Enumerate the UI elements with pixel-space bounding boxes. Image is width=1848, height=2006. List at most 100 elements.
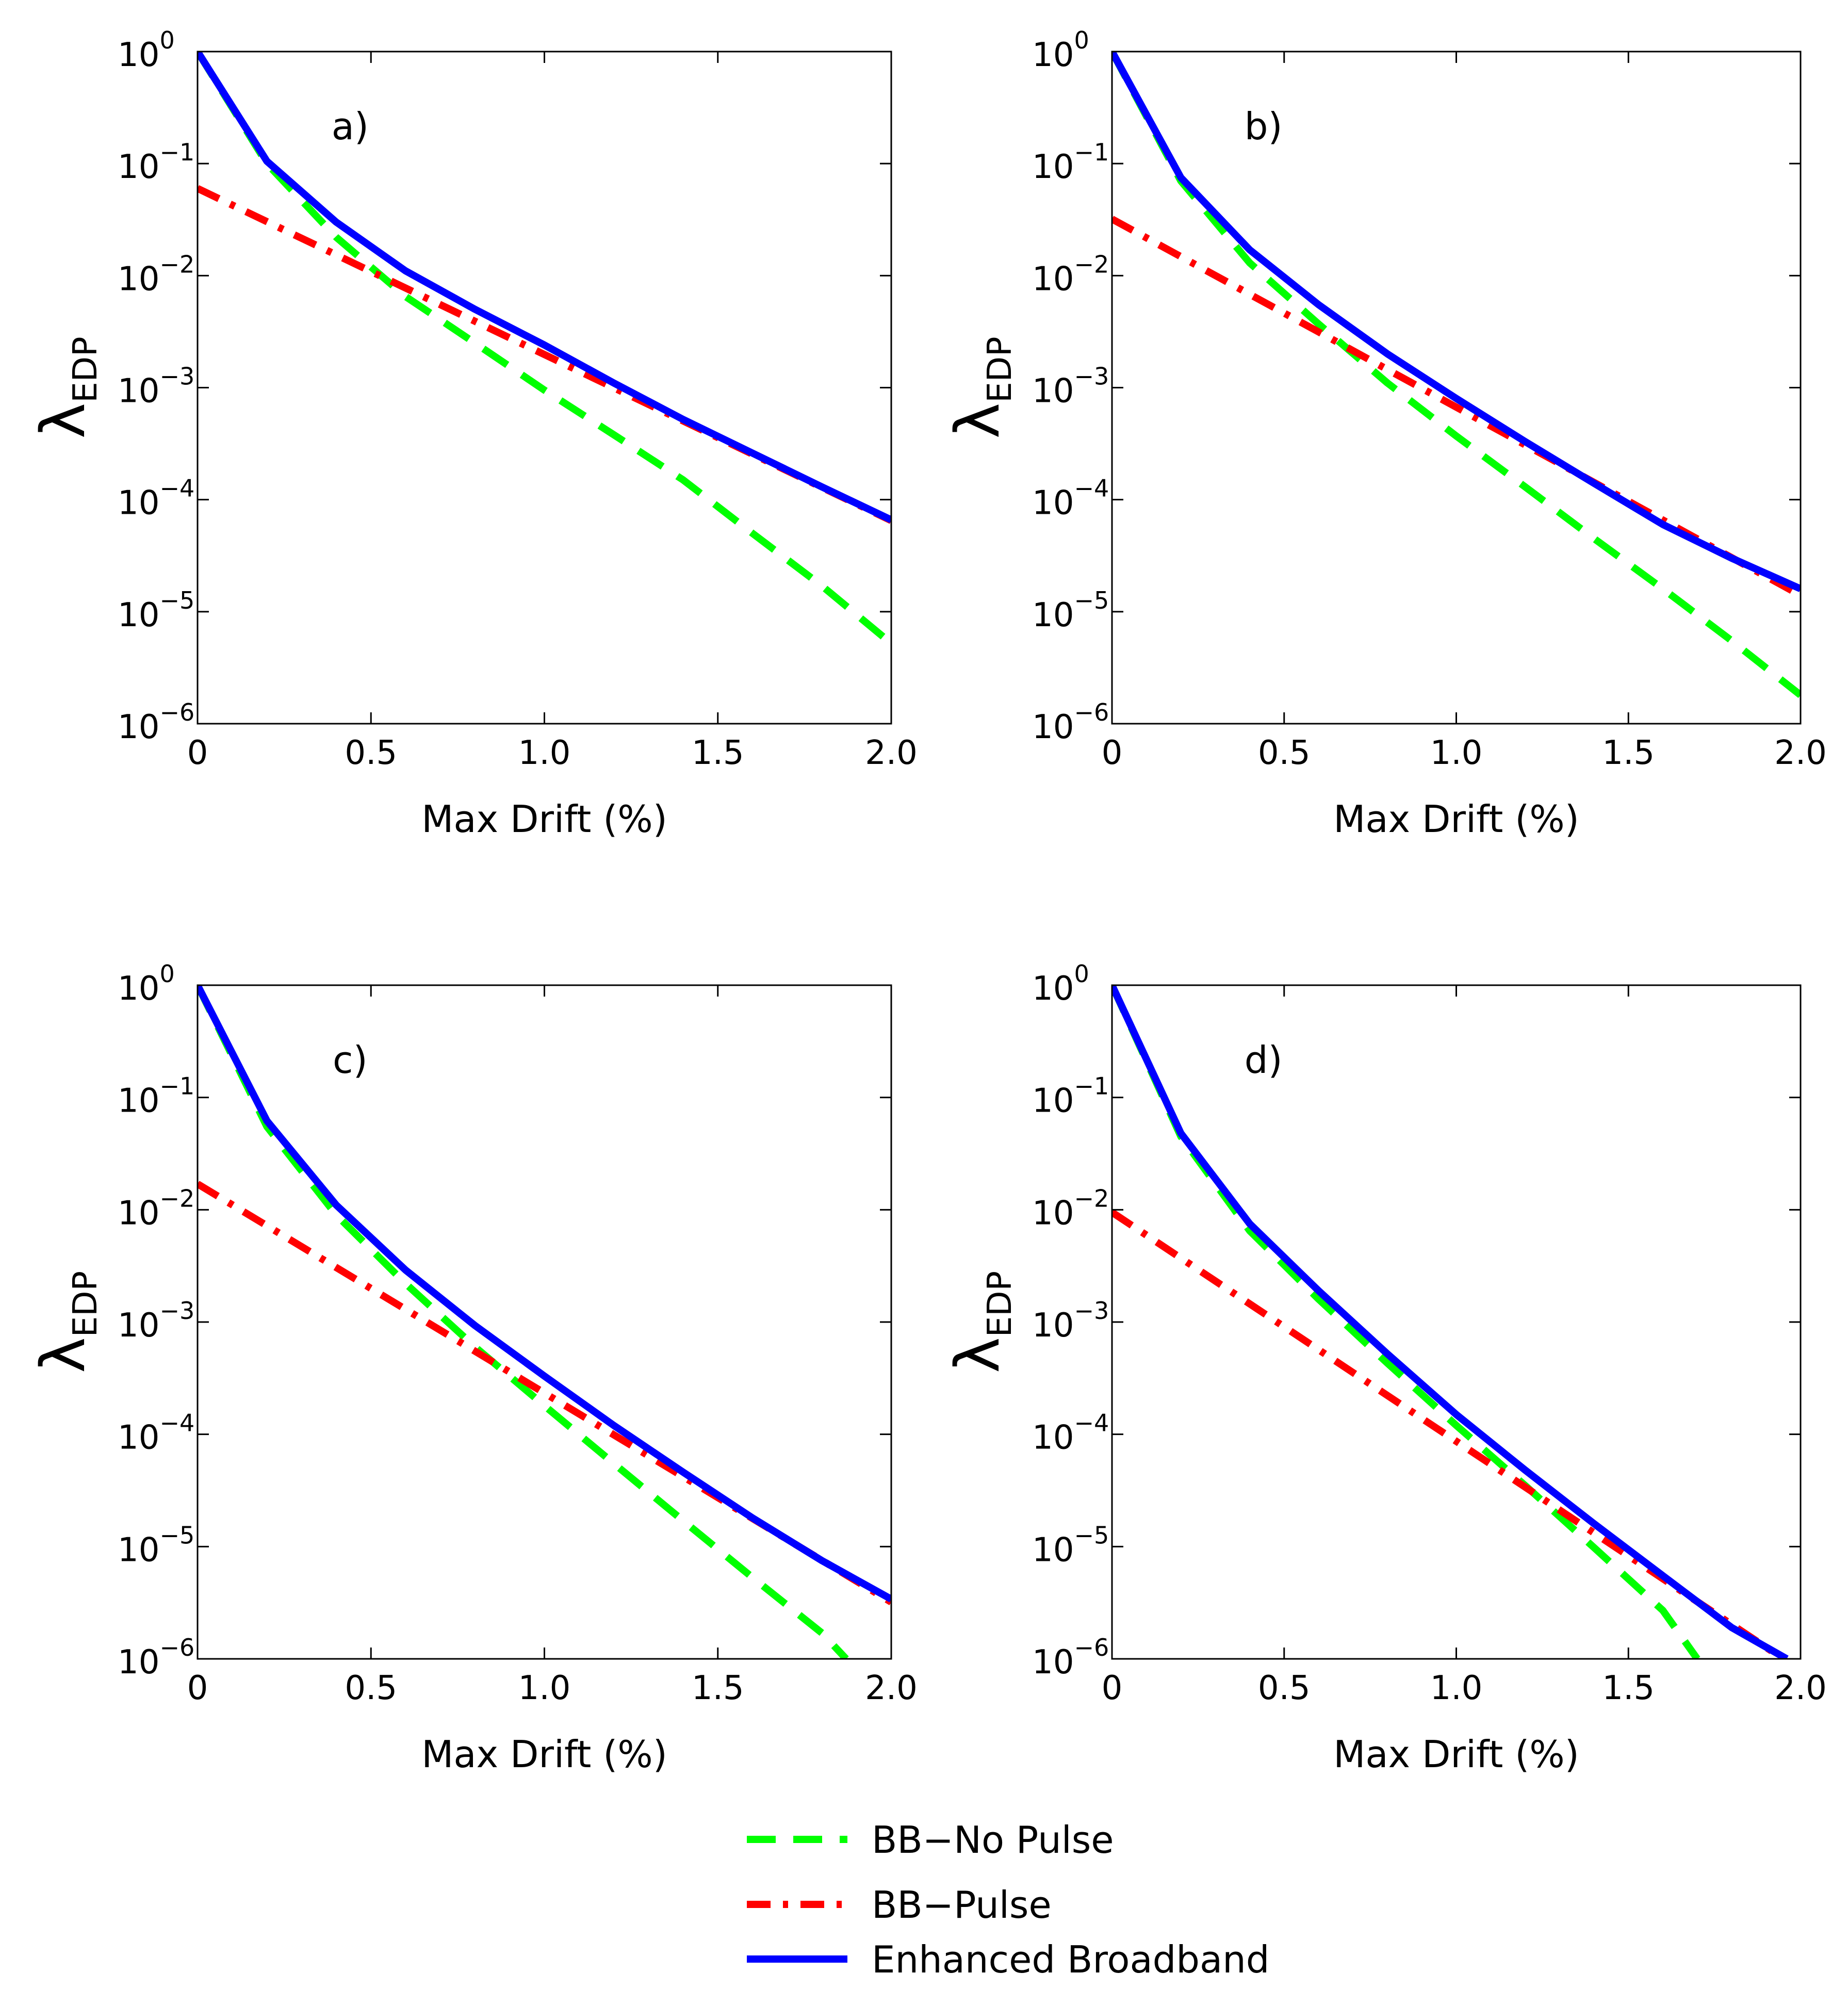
plot-frame [1111,984,1802,1660]
legend-label-enhanced: Enhanced Broadband [872,1938,1269,1981]
y-axis-label-symbol: λ [942,403,1013,439]
y-tick-label: 10−1 [1032,1072,1109,1120]
panel-label: a) [332,105,369,148]
x-tick-label: 1.5 [692,1669,744,1707]
x-tick-label: 0.5 [345,1669,397,1707]
y-axis-label-symbol: λ [942,1337,1013,1373]
y-tick-label: 100 [1032,960,1089,1008]
y-tick-base: 10 [1032,484,1074,523]
y-tick-base: 10 [118,1643,159,1682]
series-group [198,52,891,646]
y-tick-base: 10 [1032,372,1074,411]
x-axis-label: Max Drift (%) [1333,797,1579,841]
x-tick-label: 2.0 [865,1669,918,1707]
y-tick-label: 10−3 [118,363,194,411]
y-tick-base: 10 [1032,708,1074,746]
y-tick-base: 10 [118,1307,159,1345]
series-line-enhanced [1112,52,1801,592]
series-line-no_pulse [1112,985,1700,1659]
series-line-no_pulse [198,52,891,646]
legend: BB−No Pulse BB−Pulse Enhanced Broadband [747,1818,1269,1981]
y-tick-exponent: −1 [159,1072,194,1100]
x-tick-label: 1.0 [518,1669,571,1707]
y-tick-base: 10 [118,1419,159,1457]
x-axis-label: Max Drift (%) [421,1733,667,1776]
y-tick-label: 100 [1032,26,1089,74]
y-tick-label: 10−1 [1032,138,1109,186]
y-tick-label: 10−1 [118,1072,194,1120]
y-tick-label: 100 [118,960,175,1008]
panel-label: b) [1245,105,1283,148]
y-tick-label: 10−4 [118,475,194,523]
y-tick-label: 10−6 [1032,698,1109,746]
x-tick-label: 1.5 [1602,734,1655,772]
y-axis-label-subscript: EDP [67,336,105,402]
y-axis-label: λEDP [942,336,1019,438]
x-tick-label: 0 [187,734,208,772]
y-tick-label: 10−2 [118,250,194,298]
y-tick-exponent: −2 [159,250,194,278]
y-tick-base: 10 [118,36,159,74]
y-tick-label: 10−5 [1032,1521,1109,1569]
y-tick-exponent: 0 [159,26,174,54]
y-tick-base: 10 [118,970,159,1008]
y-tick-exponent: −1 [1074,138,1109,166]
series-group [1112,985,1789,1659]
series-line-no_pulse [1112,52,1801,698]
y-tick-exponent: −1 [1074,1072,1109,1100]
y-tick-label: 10−3 [1032,1297,1109,1345]
y-tick-base: 10 [118,1531,159,1569]
subplot-d: 0 0.5 1.0 1.5 2.010010−110−210−310−410−510−6… [942,960,1827,1776]
y-tick-label: 10−3 [1032,363,1109,411]
x-tick-label: 1.5 [1602,1669,1655,1707]
y-tick-label: 10−3 [118,1297,194,1345]
series-line-enhanced [198,985,891,1603]
y-tick-label: 10−4 [1032,475,1109,523]
y-tick-exponent: −2 [159,1184,194,1212]
y-tick-exponent: −6 [1074,698,1109,726]
y-axis-label-subscript: EDP [981,336,1019,402]
y-tick-base: 10 [1032,1082,1074,1120]
x-tick-label: 1.0 [1430,1669,1483,1707]
y-tick-exponent: 0 [159,960,174,988]
y-tick-label: 10−5 [118,1521,194,1569]
x-tick-label: 2.0 [1774,1669,1827,1707]
plot-frame [197,984,892,1660]
y-tick-exponent: −3 [1074,363,1109,390]
y-axis-label-symbol: λ [27,1337,99,1373]
series-line-enhanced [198,52,891,524]
x-tick-label: 0.5 [345,734,397,772]
y-tick-label: 10−1 [118,138,194,186]
y-tick-label: 100 [118,26,175,74]
y-tick-base: 10 [118,1194,159,1232]
y-axis-label-subscript: EDP [67,1271,105,1337]
legend-label-no_pulse: BB−No Pulse [872,1818,1114,1862]
y-tick-exponent: −4 [159,475,194,502]
x-axis-label: Max Drift (%) [421,797,667,841]
y-tick-exponent: −2 [1074,250,1109,278]
x-tick-label: 1.5 [692,734,744,772]
x-tick-label: 0 [1102,734,1123,772]
y-tick-label: 10−2 [1032,1184,1109,1232]
y-axis-label-symbol: λ [27,403,99,439]
series-line-enhanced [1112,985,1789,1659]
y-tick-label: 10−4 [118,1409,194,1457]
x-tick-label: 0 [187,1669,208,1707]
x-axis-label: Max Drift (%) [1333,1733,1579,1776]
series-line-pulse [198,185,891,524]
y-tick-label: 10−5 [118,586,194,634]
y-axis-label: λEDP [942,1271,1019,1373]
y-tick-base: 10 [1032,148,1074,186]
x-tick-label: 2.0 [1774,734,1827,772]
y-axis-label: λEDP [27,1271,105,1373]
y-tick-exponent: 0 [1074,960,1089,988]
y-tick-base: 10 [1032,596,1074,634]
y-tick-label: 10−5 [1032,586,1109,634]
y-tick-base: 10 [118,1082,159,1120]
y-tick-base: 10 [1032,260,1074,298]
y-axis-label-subscript: EDP [981,1271,1019,1337]
x-tick-label: 0.5 [1258,1669,1311,1707]
y-tick-base: 10 [118,372,159,411]
